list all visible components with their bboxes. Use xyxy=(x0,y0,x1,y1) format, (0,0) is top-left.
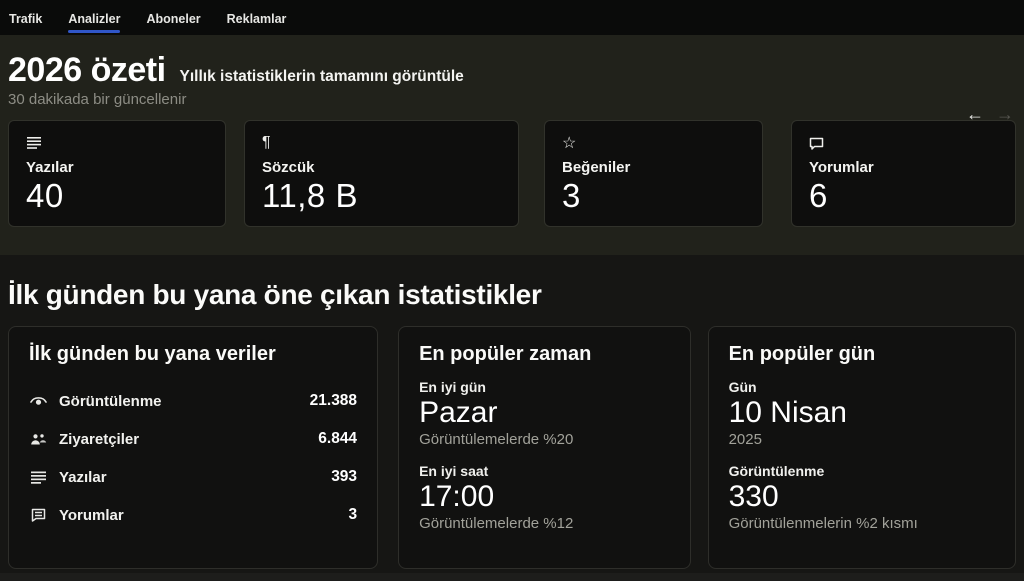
block-note: Görüntülemelerde %12 xyxy=(419,515,574,532)
view-all-stats-link[interactable]: Yıllık istatistiklerin tamamını görüntül… xyxy=(179,68,464,85)
stat-label: Yorumlar xyxy=(59,506,124,524)
stat-value: 21.388 xyxy=(309,392,358,409)
card-title: En popüler zaman xyxy=(419,343,592,365)
stat-label: Ziyaretçiler xyxy=(59,430,140,448)
people-icon xyxy=(29,433,47,446)
header-title-row: 2026 özeti Yıllık istatistiklerin tamamı… xyxy=(8,35,1016,90)
tab-reklamlar[interactable]: Reklamlar xyxy=(227,0,287,35)
stat-row-goruntulenme: Görüntülenme 21.388 xyxy=(29,382,357,420)
summary-card-label: Beğeniler xyxy=(562,159,631,176)
best-day-block: En iyi gün Pazar Görüntülemelerde %20 xyxy=(419,379,670,448)
active-tab-underline xyxy=(68,30,121,33)
next-year-arrow-button[interactable]: → xyxy=(996,104,1014,124)
block-label: En iyi gün xyxy=(419,379,486,395)
summary-card-label: Sözcük xyxy=(262,159,315,176)
comment-lines-icon xyxy=(29,508,47,522)
tab-label: Trafik xyxy=(9,11,43,26)
all-time-section: İlk günden bu yana öne çıkan istatistikl… xyxy=(0,279,1024,569)
summary-card-sozcuk[interactable]: ¶ Sözcük 11,8 B xyxy=(244,120,519,227)
year-summary-band: 2026 özeti Yıllık istatistiklerin tamamı… xyxy=(0,35,1024,255)
star-icon: ☆ xyxy=(562,135,577,152)
stat-rows: Görüntülenme 21.388 xyxy=(29,382,357,534)
next-section-edge xyxy=(0,573,1024,581)
page-title: 2026 özeti xyxy=(8,51,166,89)
tab-aboneler[interactable]: Aboneler xyxy=(146,0,200,35)
stat-value: 3 xyxy=(348,506,358,523)
all-time-cards-row: İlk günden bu yana veriler Görüntülenme … xyxy=(8,326,1016,569)
card-title: En popüler gün xyxy=(728,343,876,365)
views-block: Görüntülenme 330 Görüntülenmelerin %2 kı… xyxy=(729,463,995,532)
tab-label: Reklamlar xyxy=(226,11,287,26)
stat-value: 6.844 xyxy=(318,430,358,447)
block-label: Gün xyxy=(728,379,757,395)
day-block: Gün 10 Nisan 2025 xyxy=(729,379,995,448)
stat-row-yorumlar: Yorumlar 3 xyxy=(29,496,357,534)
all-time-data-card: İlk günden bu yana veriler Görüntülenme … xyxy=(8,326,379,569)
summary-card-value: 3 xyxy=(562,177,581,214)
block-value: Pazar xyxy=(419,396,498,429)
summary-card-value: 11,8 B xyxy=(262,177,358,214)
tab-label: Aboneler xyxy=(146,11,201,26)
block-value: 10 Nisan xyxy=(728,396,847,429)
stat-label: Yazılar xyxy=(59,468,107,486)
summary-card-label: Yorumlar xyxy=(809,159,874,176)
summary-cards-row: Yazılar 40 ¶ Sözcük 11,8 B ☆ Beğeniler 3… xyxy=(8,120,1016,227)
block-value: 330 xyxy=(728,480,779,513)
summary-card-label: Yazılar xyxy=(26,159,74,176)
best-hour-block: En iyi saat 17:00 Görüntülemelerde %12 xyxy=(419,463,670,532)
summary-card-yazilar[interactable]: Yazılar 40 xyxy=(8,120,226,227)
block-note: Görüntülemelerde %20 xyxy=(419,431,574,448)
tab-trafik[interactable]: Trafik xyxy=(9,0,42,35)
comment-icon xyxy=(809,134,998,152)
eye-icon xyxy=(29,395,47,407)
block-value: 17:00 xyxy=(419,480,495,513)
block-note: 2025 xyxy=(728,431,762,448)
block-note: Görüntülenmelerin %2 kısmı xyxy=(728,515,918,532)
update-interval-text: 30 dakikada bir güncellenir xyxy=(8,91,187,108)
pilcrow-icon: ¶ xyxy=(262,134,271,151)
summary-card-value: 6 xyxy=(809,177,828,214)
card-title: İlk günden bu yana veriler xyxy=(29,343,276,365)
summary-card-value: 40 xyxy=(26,177,64,214)
tab-label: Analizler xyxy=(68,11,121,26)
stat-row-yazilar: Yazılar 393 xyxy=(29,458,357,496)
block-label: Görüntülenme xyxy=(728,463,825,479)
posts-lines-icon xyxy=(29,471,47,484)
section-title: İlk günden bu yana öne çıkan istatistikl… xyxy=(8,279,542,310)
posts-lines-icon xyxy=(26,134,208,152)
previous-year-arrow-button[interactable]: ← xyxy=(966,104,984,124)
stat-label: Görüntülenme xyxy=(59,392,162,410)
tab-analizler[interactable]: Analizler xyxy=(68,0,121,35)
popular-time-card: En popüler zaman En iyi gün Pazar Görünt… xyxy=(398,326,691,569)
block-label: En iyi saat xyxy=(419,463,489,479)
summary-card-yorumlar[interactable]: Yorumlar 6 xyxy=(791,120,1016,227)
popular-day-card: En popüler gün Gün 10 Nisan 2025 Görüntü… xyxy=(707,326,1016,569)
stat-value: 393 xyxy=(331,468,358,485)
top-nav: Trafik Analizler Aboneler Reklamlar xyxy=(0,0,1024,35)
summary-card-begeniler[interactable]: ☆ Beğeniler 3 xyxy=(544,120,763,227)
stat-row-ziyaretciler: Ziyaretçiler 6.844 xyxy=(29,420,357,458)
year-nav-arrows: ← → xyxy=(966,105,1014,123)
